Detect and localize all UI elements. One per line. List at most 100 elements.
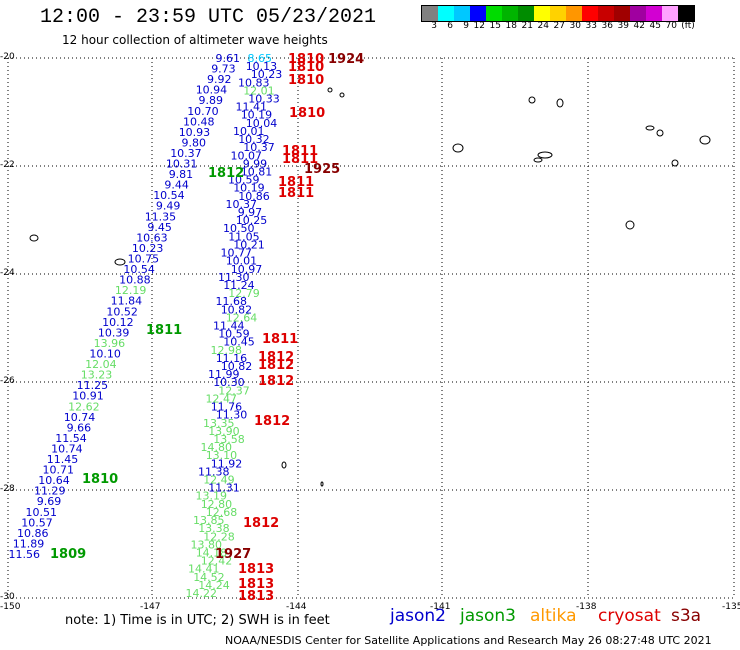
island-outline — [537, 151, 553, 159]
colorbar-swatch — [582, 6, 598, 21]
lon-label: -147 — [140, 602, 161, 612]
colorbar-swatch — [486, 6, 502, 21]
colorbar-swatch — [630, 6, 646, 21]
footer-note: note: 1) Time is in UTC; 2) SWH is in fe… — [65, 613, 330, 628]
lat-lon-grid — [7, 57, 735, 599]
island-outline — [533, 157, 543, 163]
pass-time-labels: 1924181018101810181018111811192518121811… — [50, 52, 364, 604]
wave-height-label: 9.49 — [156, 200, 181, 213]
wave-height-label: 12.80 — [201, 498, 233, 511]
wave-height-label: 11.35 — [145, 210, 177, 223]
colorbar-swatch — [566, 6, 582, 21]
pass-time-label: 1812 — [258, 374, 294, 389]
island-outline — [671, 159, 679, 167]
colorbar — [421, 5, 695, 22]
wave-height-label: 10.12 — [102, 316, 134, 329]
pass-time-label: 1811 — [146, 323, 182, 338]
wave-height-label: 10.19 — [241, 109, 273, 122]
wave-height-label: 12.68 — [206, 506, 238, 519]
wave-height-label: 11.76 — [211, 401, 243, 414]
wave-height-label: 11.25 — [77, 379, 109, 392]
colorbar-label: 15 — [489, 21, 501, 31]
wave-height-label: 14.24 — [198, 579, 230, 592]
wave-height-label: 11.16 — [216, 352, 248, 365]
wave-height-label: 13.23 — [81, 369, 113, 382]
colorbar-labels: 3 6 9 12 15 18 21 24 27 30 33 36 39 42 45 70 (ft) — [421, 21, 699, 31]
pass-time-label: 1810 — [288, 52, 324, 67]
colorbar-label: 45 — [649, 21, 661, 31]
wave-height-label: 12.01 — [243, 84, 275, 97]
page-subtitle: 12 hour collection of altimeter wave hei… — [62, 33, 328, 47]
islands — [29, 87, 711, 487]
colorbar-swatch — [550, 6, 566, 21]
wave-height-label: 11.56 — [9, 548, 41, 561]
pass-time-label: 1927 — [215, 547, 251, 562]
pass-time-label: 1811 — [262, 332, 298, 347]
pass-time-label: 1810 — [82, 472, 118, 487]
wave-height-label: 14.52 — [193, 571, 225, 584]
legend-item-jason2: jason2 — [390, 606, 446, 626]
wave-height-label: 12.64 — [226, 311, 258, 324]
wave-height-label: 11.31 — [208, 482, 240, 495]
wave-height-track-west: 9.619.739.9210.949.8910.7010.4810.939.80… — [9, 52, 241, 561]
island-outline — [320, 481, 324, 487]
wave-height-label: 13.35 — [203, 417, 235, 430]
colorbar-swatch — [662, 6, 678, 21]
wave-height-label: 10.48 — [183, 115, 215, 128]
pass-time-label: 1812 — [258, 358, 294, 373]
wave-height-label: 10.86 — [238, 190, 270, 203]
wave-height-label: 12.47 — [206, 393, 238, 406]
wave-height-label: 10.31 — [166, 158, 198, 171]
colorbar-label: 6 — [447, 21, 453, 31]
colorbar-swatch — [614, 6, 630, 21]
pass-time-label: 1924 — [328, 52, 364, 67]
wave-height-label: 10.63 — [136, 231, 168, 244]
page-title: 12:00 - 23:59 UTC 05/23/2021 — [40, 6, 377, 29]
wave-height-label: 10.75 — [128, 253, 160, 266]
colorbar-label: 36 — [601, 21, 613, 31]
wave-height-label: 10.93 — [179, 126, 211, 139]
wave-height-label: 9.69 — [37, 495, 62, 508]
wave-height-label: 10.82 — [221, 303, 253, 316]
wave-height-label: 10.19 — [233, 182, 265, 195]
colorbar-label: 33 — [585, 21, 597, 31]
wave-height-label: 10.91 — [72, 390, 104, 403]
lon-label: -135 — [722, 602, 740, 612]
wave-height-label: 12.49 — [203, 474, 235, 487]
wave-height-label: 10.37 — [226, 198, 258, 211]
wave-height-label: 10.88 — [119, 274, 151, 287]
pass-time-label: 1812 — [258, 350, 294, 365]
wave-height-label: 11.99 — [208, 368, 240, 381]
lat-label: -30 — [0, 592, 15, 602]
wave-height-label: 10.70 — [187, 105, 219, 118]
wave-height-label: 10.30 — [213, 376, 245, 389]
wave-height-label: 12.19 — [115, 284, 147, 297]
island-outline — [114, 258, 126, 266]
colorbar-label: 21 — [521, 21, 533, 31]
wave-height-label: 11.92 — [211, 457, 243, 470]
pass-time-label: 1811 — [282, 144, 318, 159]
wave-height-label: 11.24 — [223, 279, 255, 292]
wave-height-label: 11.29 — [34, 485, 66, 498]
colorbar-swatch — [678, 6, 694, 21]
wave-height-label: 11.84 — [111, 295, 143, 308]
colorbar-label: 42 — [633, 21, 645, 31]
colorbar-label: 3 — [431, 21, 437, 31]
wave-height-label: 10.54 — [153, 189, 185, 202]
wave-height-label: 13.58 — [213, 433, 245, 446]
wave-height-label: 9.81 — [169, 168, 194, 181]
wave-height-label: 11.54 — [55, 432, 87, 445]
wave-height-label: 8.65 — [248, 52, 273, 65]
wave-height-label: 10.81 — [241, 166, 273, 179]
wave-height-label: 10.51 — [26, 506, 58, 519]
wave-height-label: 13.10 — [206, 449, 238, 462]
legend-item-jason3: jason3 — [460, 606, 516, 626]
wave-height-label: 10.01 — [233, 125, 265, 138]
colorbar-label: 18 — [505, 21, 517, 31]
colorbar-label: 39 — [617, 21, 629, 31]
island-outline — [327, 87, 333, 93]
wave-height-label: 9.44 — [164, 179, 189, 192]
pass-time-label: 1812 — [208, 166, 244, 181]
lon-label: -138 — [576, 602, 597, 612]
lon-label: -144 — [286, 602, 307, 612]
